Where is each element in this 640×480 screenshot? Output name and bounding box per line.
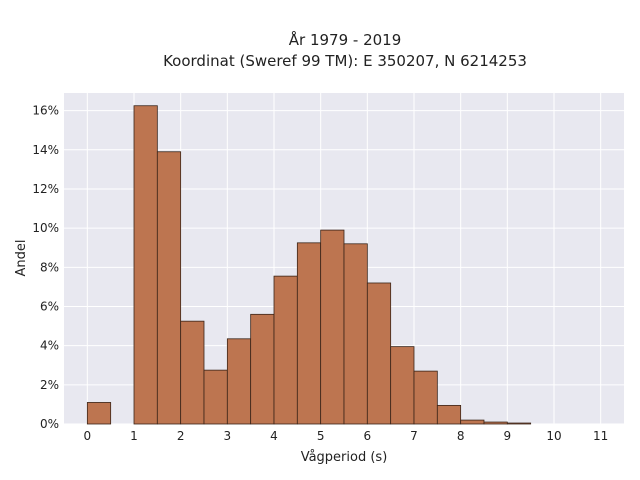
y-tick-labels: 0% 2% 4% 6% 8% 10% 12% 14% 16% <box>32 104 59 431</box>
y-tick-label: 2% <box>40 378 59 392</box>
y-tick-label: 16% <box>32 104 59 118</box>
y-tick-label: 4% <box>40 339 59 353</box>
y-tick-label: 6% <box>40 299 59 313</box>
x-tick-label: 2 <box>177 429 185 443</box>
histogram-bar <box>436 404 462 425</box>
x-tick-label: 4 <box>270 429 278 443</box>
x-axis-label: Vågperiod (s) <box>301 450 388 465</box>
histogram-bar <box>156 151 182 425</box>
y-tick-label: 8% <box>40 260 59 274</box>
y-axis-label: Andel <box>14 240 29 277</box>
histogram-bar <box>413 370 438 425</box>
histogram-bar <box>226 338 252 425</box>
histogram-bar <box>390 346 415 425</box>
x-tick-label: 10 <box>546 429 561 443</box>
histogram-bar <box>133 105 158 425</box>
x-tick-label: 8 <box>457 429 465 443</box>
histogram-bar <box>180 320 205 425</box>
bars <box>86 105 532 425</box>
histogram-bar <box>86 402 112 425</box>
histogram-bar <box>320 229 345 425</box>
x-tick-label: 0 <box>84 429 92 443</box>
chart-title-line1: År 1979 - 2019 <box>289 30 402 49</box>
histogram-bar <box>203 369 228 425</box>
histogram-bar <box>506 422 532 425</box>
histogram-bar <box>460 419 485 425</box>
histogram-bar <box>343 243 368 425</box>
histogram-bar <box>483 421 508 425</box>
x-tick-label: 5 <box>317 429 325 443</box>
y-tick-label: 10% <box>32 221 59 235</box>
x-tick-label: 9 <box>504 429 512 443</box>
histogram-bar <box>273 275 298 425</box>
histogram-bar <box>366 282 392 425</box>
x-tick-labels: 0 1 2 3 4 5 6 7 8 9 10 11 <box>84 429 609 443</box>
y-tick-label: 12% <box>32 182 59 196</box>
x-tick-label: 3 <box>224 429 232 443</box>
x-tick-label: 6 <box>364 429 372 443</box>
y-tick-label: 14% <box>32 143 59 157</box>
histogram-bar <box>250 313 275 425</box>
x-tick-label: 1 <box>130 429 138 443</box>
x-tick-label: 7 <box>410 429 418 443</box>
chart-title-line2: Koordinat (Sweref 99 TM): E 350207, N 62… <box>163 52 527 70</box>
y-tick-label: 0% <box>40 417 59 431</box>
x-tick-label: 11 <box>593 429 608 443</box>
histogram-bar <box>296 242 322 425</box>
